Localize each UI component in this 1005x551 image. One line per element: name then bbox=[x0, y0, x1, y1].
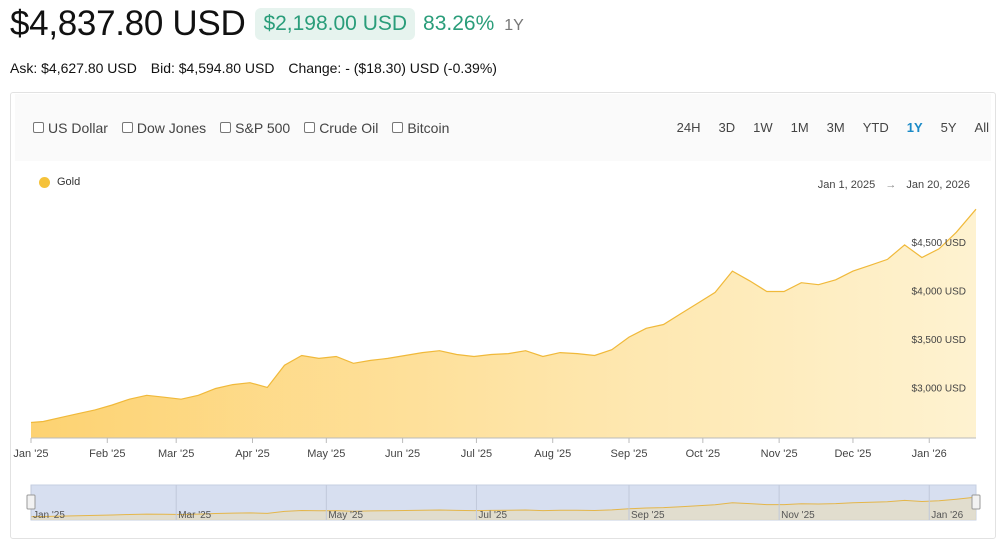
x-tick-label: Jul '25 bbox=[461, 448, 492, 460]
range-1w[interactable]: 1W bbox=[753, 120, 773, 135]
checkbox-icon[interactable] bbox=[304, 122, 316, 133]
quote-line: Ask: $4,627.80 USD Bid: $4,594.80 USD Ch… bbox=[10, 60, 507, 76]
range-selector: 24H 3D 1W 1M 3M YTD 1Y 5Y All bbox=[677, 94, 991, 161]
compare-crude-oil[interactable]: Crude Oil bbox=[304, 120, 378, 136]
date-from[interactable]: Jan 1, 2025 bbox=[817, 179, 876, 191]
compare-label: Bitcoin bbox=[407, 119, 450, 136]
navigator-tick-label: May '25 bbox=[328, 510, 363, 521]
price-change-badge: $2,198.00 USD bbox=[255, 8, 416, 40]
compare-s-p-500[interactable]: S&P 500 bbox=[220, 120, 290, 136]
bid-price: Bid: $4,594.80 USD bbox=[150, 60, 275, 76]
navigator-tick-label: Sep '25 bbox=[631, 510, 665, 521]
range-3d[interactable]: 3D bbox=[718, 120, 736, 135]
x-tick-label: Jun '25 bbox=[385, 448, 420, 460]
arrow-right-icon: → bbox=[885, 179, 897, 191]
date-to[interactable]: Jan 20, 2026 bbox=[906, 179, 970, 191]
x-tick-label: Jan '26 bbox=[912, 448, 947, 460]
x-tick-label: Apr '25 bbox=[235, 448, 270, 460]
gold-series-line bbox=[30, 208, 977, 424]
gold-legend-dot-icon bbox=[39, 176, 50, 188]
x-tick-label: Mar '25 bbox=[158, 448, 194, 460]
compare-label: US Dollar bbox=[48, 119, 108, 136]
navigator-line bbox=[30, 496, 977, 518]
compare-label: Dow Jones bbox=[136, 119, 207, 136]
compare-us-dollar[interactable]: US Dollar bbox=[33, 120, 108, 136]
compare-label: Crude Oil bbox=[319, 119, 379, 136]
current-price: $4,837.80 USD bbox=[10, 4, 246, 43]
change-period: 1Y bbox=[504, 17, 524, 34]
checkbox-icon[interactable] bbox=[33, 122, 44, 133]
checkbox-icon[interactable] bbox=[392, 122, 404, 133]
x-tick-label: Aug '25 bbox=[534, 448, 571, 460]
y-tick-label: $3,000 USD bbox=[912, 384, 966, 395]
y-tick-label: $4,000 USD bbox=[912, 286, 966, 297]
range-all[interactable]: All bbox=[974, 120, 989, 135]
x-tick-label: Jan '25 bbox=[13, 448, 48, 460]
legend-label: Gold bbox=[57, 176, 81, 188]
compare-dow-jones[interactable]: Dow Jones bbox=[121, 119, 207, 136]
x-tick-label: Sep '25 bbox=[611, 448, 648, 460]
navigator-tick-label: Mar '25 bbox=[178, 510, 211, 521]
y-tick-label: $4,500 USD bbox=[912, 238, 966, 249]
range-1y[interactable]: 1Y bbox=[906, 120, 923, 135]
price-header: $4,837.80 USD $2,198.00 USD 83.26% 1Y bbox=[10, 4, 524, 44]
navigator-area bbox=[31, 497, 976, 520]
checkbox-icon[interactable] bbox=[220, 122, 232, 133]
range-24h[interactable]: 24H bbox=[676, 120, 701, 135]
compare-bitcoin[interactable]: Bitcoin bbox=[392, 120, 449, 136]
range-1m[interactable]: 1M bbox=[790, 120, 809, 135]
range-navigator[interactable]: Jan '25 Mar '25 May '25 Jul '25 Sep '25 Nov '… bbox=[26, 484, 981, 521]
chart-legend[interactable]: Gold bbox=[39, 176, 80, 188]
checkbox-icon[interactable] bbox=[121, 122, 133, 133]
x-tick-label: Dec '25 bbox=[834, 448, 871, 460]
navigator-tick-label: Jan '26 bbox=[931, 510, 963, 521]
navigator-tick-label: Jul '25 bbox=[478, 510, 507, 521]
range-ytd[interactable]: YTD bbox=[862, 120, 889, 135]
y-tick-label: $3,500 USD bbox=[912, 335, 966, 346]
daily-change: Change: - ($18.30) USD (-0.39%) bbox=[288, 60, 497, 76]
ask-price: Ask: $4,627.80 USD bbox=[10, 60, 137, 76]
chart-toolbar: US Dollar Dow Jones S&P 500 Crude Oil Bitcoi… bbox=[15, 94, 991, 161]
navigator-right-handle[interactable] bbox=[971, 494, 981, 510]
price-change-percent: 83.26% bbox=[423, 12, 495, 35]
range-5y[interactable]: 5Y bbox=[940, 120, 957, 135]
x-tick-label: Oct '25 bbox=[686, 448, 721, 460]
x-tick-label: Feb '25 bbox=[89, 448, 125, 460]
x-tick-label: May '25 bbox=[307, 448, 345, 460]
navigator-left-handle[interactable] bbox=[26, 494, 36, 510]
gold-area bbox=[31, 209, 976, 438]
price-chart[interactable]: $3,000 USD $3,500 USD $4,000 USD $4,500 USD… bbox=[11, 93, 995, 538]
range-3m[interactable]: 3M bbox=[826, 120, 845, 135]
date-range: Jan 1, 2025 → Jan 20, 2026 bbox=[818, 179, 970, 191]
compare-options: US Dollar Dow Jones S&P 500 Crude Oil Bitcoi… bbox=[33, 120, 463, 136]
navigator-tick-label: Jan '25 bbox=[33, 510, 65, 521]
chart-panel: US Dollar Dow Jones S&P 500 Crude Oil Bitcoi… bbox=[10, 92, 996, 539]
compare-label: S&P 500 bbox=[235, 119, 291, 136]
navigator-tick-label: Nov '25 bbox=[781, 510, 815, 521]
x-tick-label: Nov '25 bbox=[761, 448, 798, 460]
